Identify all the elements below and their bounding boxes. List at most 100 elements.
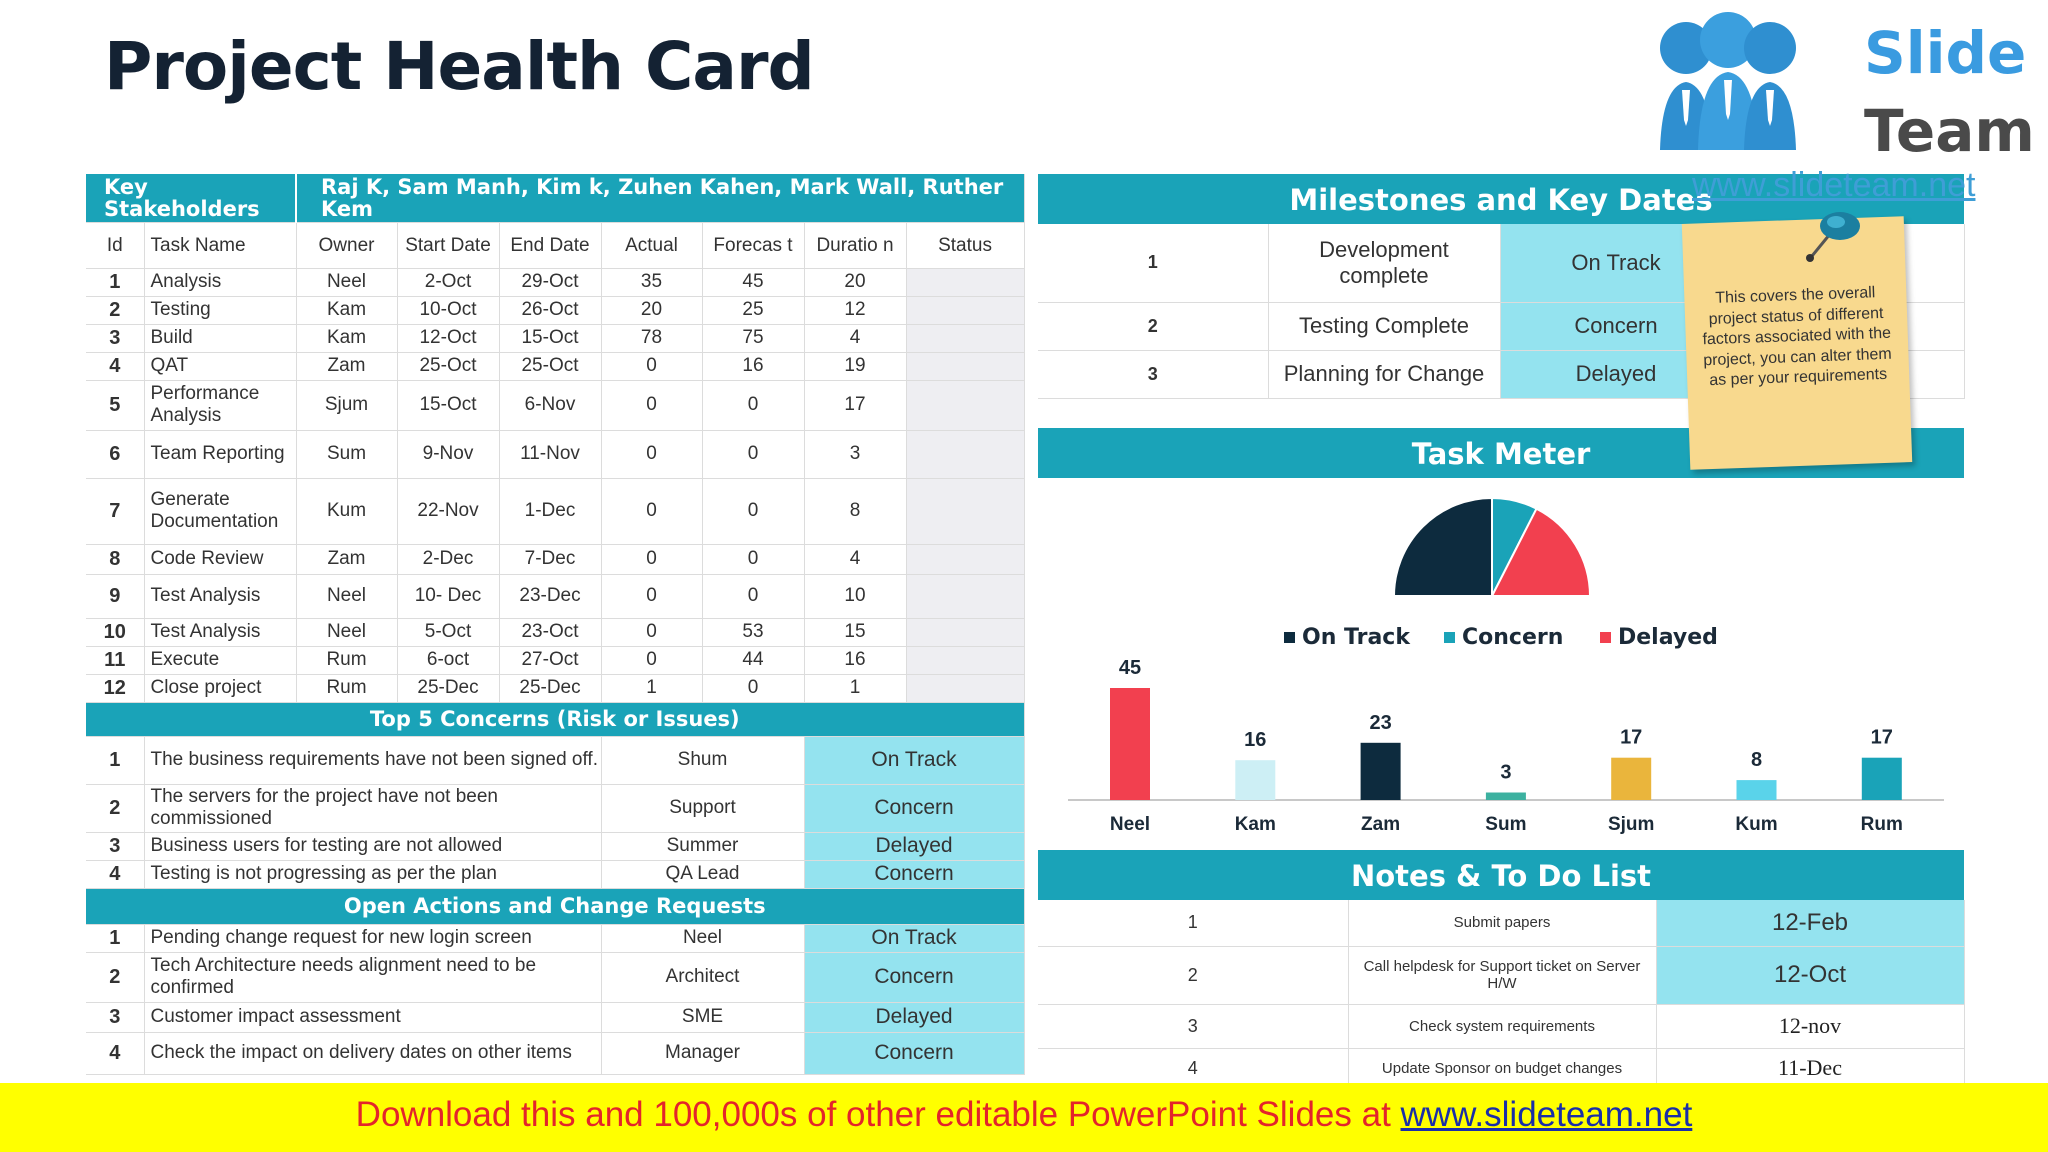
action-owner: SME [601, 1002, 805, 1033]
task-forecast: 45 [702, 268, 805, 297]
col-header-start-date: Start Date [397, 222, 500, 269]
note-date: 12-Feb [1656, 900, 1965, 947]
status-badge: Concern [804, 952, 1025, 1003]
task-actual: 0 [601, 618, 703, 647]
col-header-owner: Owner [296, 222, 398, 269]
task-actual: 0 [601, 380, 703, 431]
action-owner: Manager [601, 1032, 805, 1075]
stakeholders-value: Raj K, Sam Manh, Kim k, Zuhen Kahen, Mar… [296, 174, 1025, 223]
task-start: 9-Nov [397, 430, 500, 479]
people-logo-icon [1660, 12, 1796, 150]
actions-header-row: Open Actions and Change Requests [86, 888, 1025, 925]
table-row: 1 Pending change request for new login sc… [86, 924, 1025, 953]
task-start: 5-Oct [397, 618, 500, 647]
bar-kum [1736, 780, 1777, 800]
logo-url-link[interactable]: www.slideteam.net [1692, 166, 1976, 204]
task-end: 23-Oct [499, 618, 602, 647]
note-text: Submit papers [1348, 900, 1657, 947]
task-owner: Kum [296, 478, 398, 545]
task-forecast: 0 [702, 430, 805, 479]
pushpin-icon [1806, 212, 1860, 262]
logo-word-team: Team [1864, 97, 2035, 165]
milestone-name: Planning for Change [1268, 350, 1501, 399]
col-header-end-date: End Date [499, 222, 602, 269]
task-name: Build [144, 324, 297, 353]
task-actual: 0 [601, 544, 703, 575]
task-forecast: 25 [702, 296, 805, 325]
task-status-cell [906, 574, 1025, 619]
col-header-id: Id [86, 222, 145, 269]
task-actual: 78 [601, 324, 703, 353]
slideteam-logo[interactable]: Slide Team [1640, 0, 2048, 205]
bar-value-label: 23 [1369, 712, 1391, 734]
task-status-cell [906, 618, 1025, 647]
task-actual: 0 [601, 352, 703, 381]
task-id: 8 [86, 544, 145, 575]
task-owner: Neel [296, 574, 398, 619]
bar-zam [1360, 742, 1401, 800]
col-header-duration: Duratio n [804, 222, 907, 269]
task-end: 26-Oct [499, 296, 602, 325]
task-name: Execute [144, 646, 297, 675]
bar-category-label: Zam [1361, 814, 1400, 835]
task-id: 11 [86, 646, 145, 675]
status-badge: On Track [804, 736, 1025, 785]
task-start: 10-Oct [397, 296, 500, 325]
table-row: 3 Build Kam 12-Oct 15-Oct 78 75 4 [86, 324, 1025, 353]
task-forecast: 0 [702, 574, 805, 619]
action-owner: Architect [601, 952, 805, 1003]
task-owner: Neel [296, 268, 398, 297]
task-id: 7 [86, 478, 145, 545]
col-header-status: Status [906, 222, 1025, 269]
task-id: 1 [86, 268, 145, 297]
task-name: Test Analysis [144, 618, 297, 647]
milestone-id: 1 [1038, 224, 1269, 303]
actions-title: Open Actions and Change Requests [86, 888, 1025, 925]
action-id: 2 [86, 952, 145, 1003]
task-header-row: Id Task Name Owner Start Date End Date A… [86, 222, 1025, 269]
task-owner: Kam [296, 296, 398, 325]
task-status-cell [906, 544, 1025, 575]
legend-swatch [1284, 632, 1295, 643]
table-row: 10 Test Analysis Neel 5-Oct 23-Oct 0 53 15 [86, 618, 1025, 647]
legend-label: Concern [1462, 625, 1563, 650]
bar-sjum [1611, 757, 1652, 800]
bar-value-label: 17 [1620, 727, 1642, 749]
status-badge: Delayed [804, 832, 1025, 861]
milestone-id: 2 [1038, 302, 1269, 351]
task-duration: 17 [804, 380, 907, 431]
table-row: 3 Check system requirements 12-nov [1038, 1004, 1965, 1049]
task-status-cell [906, 268, 1025, 297]
task-id: 3 [86, 324, 145, 353]
download-banner-link[interactable]: www.slideteam.net [1400, 1095, 1693, 1134]
col-header-task-name: Task Name [144, 222, 297, 269]
action-id: 1 [86, 924, 145, 953]
legend-swatch [1444, 632, 1455, 643]
table-row: 4 Check the impact on delivery dates on o… [86, 1032, 1025, 1075]
action-text: Customer impact assessment [144, 1002, 602, 1033]
task-end: 23-Dec [499, 574, 602, 619]
legend-swatch [1600, 632, 1611, 643]
bar-value-label: 16 [1244, 729, 1266, 751]
task-end: 7-Dec [499, 544, 602, 575]
table-row: 12 Close project Rum 25-Dec 25-Dec 1 0 1 [86, 674, 1025, 703]
concerns-header-row: Top 5 Concerns (Risk or Issues) [86, 702, 1025, 737]
bar-category-label: Kam [1235, 814, 1276, 835]
status-pie-chart [1392, 496, 1592, 597]
task-forecast: 75 [702, 324, 805, 353]
status-badge: Concern [804, 860, 1025, 889]
task-forecast: 53 [702, 618, 805, 647]
task-duration: 20 [804, 268, 907, 297]
concern-text: Business users for testing are not allow… [144, 832, 602, 861]
download-banner[interactable]: Download this and 100,000s of other edit… [0, 1083, 2048, 1152]
task-forecast: 0 [702, 478, 805, 545]
task-name: QAT [144, 352, 297, 381]
concern-id: 1 [86, 736, 145, 785]
task-actual: 35 [601, 268, 703, 297]
task-status-cell [906, 478, 1025, 545]
task-name: Test Analysis [144, 574, 297, 619]
task-status-cell [906, 646, 1025, 675]
task-id: 10 [86, 618, 145, 647]
task-owner: Rum [296, 674, 398, 703]
task-name: Analysis [144, 268, 297, 297]
